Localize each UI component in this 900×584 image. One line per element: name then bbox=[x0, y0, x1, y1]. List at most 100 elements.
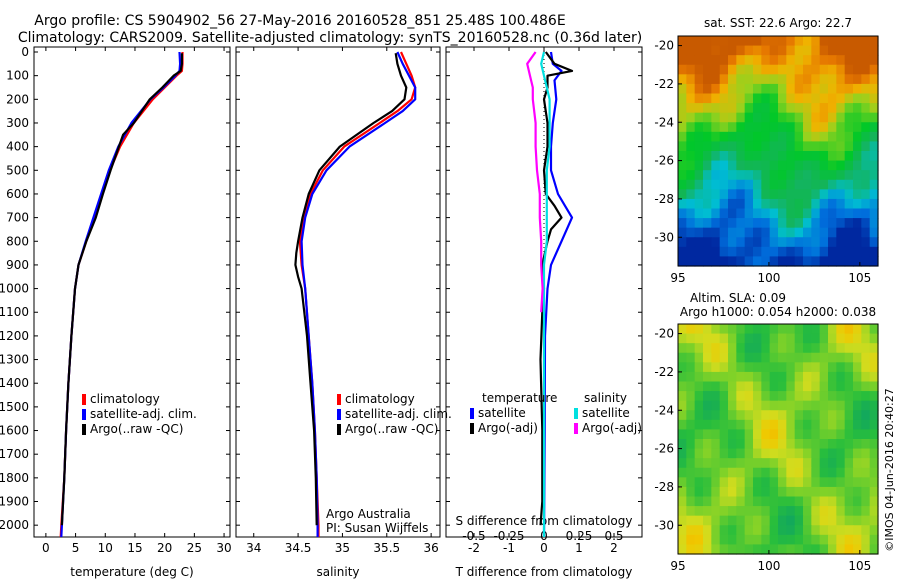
heatmap-cell bbox=[794, 515, 804, 526]
heatmap-cell bbox=[794, 160, 804, 171]
heatmap-cell bbox=[803, 400, 812, 411]
heatmap-cell bbox=[786, 93, 796, 104]
heatmap-cell bbox=[794, 410, 804, 421]
heatmap-cell bbox=[694, 36, 704, 47]
heatmap-cell bbox=[761, 333, 771, 344]
heatmap-cell bbox=[728, 448, 737, 459]
heatmap-cell bbox=[828, 45, 837, 56]
series-line-2 bbox=[539, 51, 574, 526]
heatmap-cell bbox=[744, 93, 754, 104]
heatmap-cell bbox=[811, 160, 821, 171]
heatmap-cell bbox=[711, 439, 721, 450]
heatmap-cell bbox=[744, 55, 754, 66]
heatmap-cell bbox=[744, 36, 754, 47]
x-axis-label: salinity bbox=[316, 565, 359, 579]
y-tick-label: 200 bbox=[6, 92, 29, 106]
heatmap-cell bbox=[678, 400, 687, 411]
heatmap-cell bbox=[803, 189, 812, 200]
x-tick-label: 100 bbox=[757, 271, 780, 285]
legend-group-title: salinity bbox=[584, 391, 627, 405]
y-tick-label: -28 bbox=[654, 192, 674, 206]
heatmap-cell bbox=[728, 429, 737, 440]
heatmap-cell bbox=[761, 400, 771, 411]
heatmap-cell bbox=[819, 208, 829, 219]
heatmap-cell bbox=[811, 227, 821, 238]
heatmap-cell bbox=[678, 486, 687, 498]
heatmap-cell bbox=[744, 122, 754, 133]
heatmap-cell bbox=[761, 477, 771, 488]
heatmap-cell bbox=[786, 410, 796, 421]
heatmap-cell bbox=[828, 131, 837, 143]
heatmap-cell bbox=[719, 333, 729, 344]
sst-map-chart: 95 100 105 -20 -22 -24 -26 -28 -30 sat. SST: 22.6… bbox=[654, 16, 879, 285]
heatmap-cell bbox=[853, 506, 862, 517]
x-tick-label: 15 bbox=[127, 541, 142, 555]
heatmap-cell bbox=[828, 179, 837, 190]
heatmap-cell bbox=[769, 198, 779, 210]
heatmap-cell bbox=[736, 381, 746, 392]
heatmap-cell bbox=[711, 36, 721, 47]
heatmap-cell bbox=[836, 324, 846, 335]
heatmap-cell bbox=[853, 83, 862, 95]
heatmap-cell bbox=[719, 448, 729, 459]
heatmap-cell bbox=[844, 122, 854, 133]
heatmap-cell bbox=[694, 458, 704, 469]
heatmap-cell bbox=[844, 381, 854, 392]
heatmap-cell bbox=[811, 534, 821, 546]
heatmap-cell bbox=[719, 74, 729, 85]
heatmap-cell bbox=[869, 189, 879, 200]
heatmap-cell bbox=[728, 160, 737, 171]
heatmap-cell bbox=[836, 208, 846, 219]
heatmap-cell bbox=[753, 429, 762, 440]
heatmap-cell bbox=[836, 218, 846, 229]
heatmap-cell bbox=[811, 419, 821, 431]
heatmap-cell bbox=[753, 55, 762, 66]
heatmap-cell bbox=[719, 131, 729, 143]
heatmap-cell bbox=[844, 534, 854, 546]
heatmap-cell bbox=[686, 256, 696, 267]
heatmap-cell bbox=[753, 131, 762, 143]
heatmap-cell bbox=[769, 246, 779, 258]
heatmap-cell bbox=[753, 112, 762, 123]
heatmap-cell bbox=[753, 333, 762, 344]
heatmap-cell bbox=[761, 151, 771, 162]
heatmap-cell bbox=[828, 122, 837, 133]
heatmap-cell bbox=[769, 160, 779, 171]
heatmap-cell bbox=[836, 458, 846, 469]
heatmap-cell bbox=[686, 362, 696, 373]
heatmap-cell bbox=[736, 371, 746, 383]
heatmap-cell bbox=[819, 419, 829, 431]
secondary-tick-label: -0.5 bbox=[462, 529, 485, 543]
heatmap-cell bbox=[786, 352, 796, 363]
heatmap-cell bbox=[761, 208, 771, 219]
heatmap-cell bbox=[836, 534, 846, 546]
heatmap-cell bbox=[744, 534, 754, 546]
heatmap-cell bbox=[794, 391, 804, 402]
heatmap-cell bbox=[778, 467, 787, 478]
heatmap-cell bbox=[861, 448, 871, 459]
heatmap-cell bbox=[811, 506, 821, 517]
heatmap-cell bbox=[761, 496, 771, 507]
heatmap-cell bbox=[778, 429, 787, 440]
heatmap-cell bbox=[803, 246, 812, 258]
heatmap-cell bbox=[736, 64, 746, 75]
heatmap-cell bbox=[686, 506, 696, 517]
heatmap-cell bbox=[769, 525, 779, 536]
y-tick-label: -24 bbox=[654, 403, 674, 417]
map-frame bbox=[677, 323, 879, 555]
heatmap-cell bbox=[761, 246, 771, 258]
heatmap-cell bbox=[744, 131, 754, 143]
heatmap-cell bbox=[853, 429, 862, 440]
heatmap-cell bbox=[744, 103, 754, 114]
heatmap-cell bbox=[869, 439, 879, 450]
heatmap-cell bbox=[836, 506, 846, 517]
heatmap-cell bbox=[794, 256, 804, 267]
heatmap-cell bbox=[711, 45, 721, 56]
heatmap-cell bbox=[703, 55, 712, 66]
heatmap-cell bbox=[828, 64, 837, 75]
heatmap-cell bbox=[811, 208, 821, 219]
heatmap-cell bbox=[744, 198, 754, 210]
heatmap-cell bbox=[678, 439, 687, 450]
heatmap-cell bbox=[736, 198, 746, 210]
